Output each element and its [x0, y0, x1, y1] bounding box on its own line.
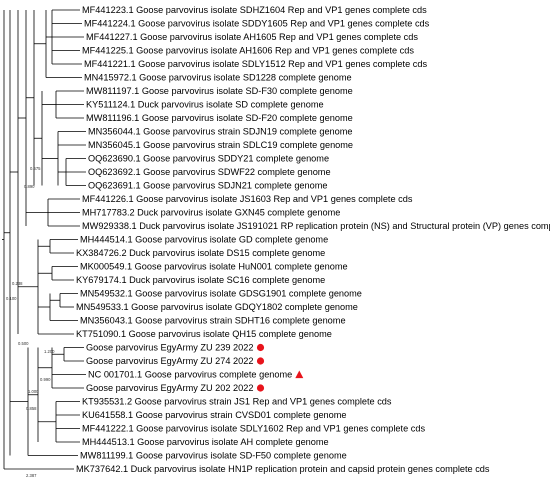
leaf-label: MH444514.1 Goose parvovirus isolate GD c… — [80, 235, 328, 245]
leaf-markers — [256, 343, 304, 392]
support-value: 0.890 — [24, 184, 35, 189]
leaf-label: MN549532.1 Goose parvovirus isolate GDSG… — [80, 289, 362, 299]
leaf-label: KX384726.2 Duck parvovirus isolate DS15 … — [76, 248, 325, 258]
leaf-label: MH717783.2 Duck parvovirus isolate GXN45… — [82, 208, 340, 218]
leaf-label: MF441227.1 Goose parvovirus isolate AH16… — [86, 32, 418, 42]
support-values: 0.675 0.890 0.238 0.100 0.500 1.000 0.990 0.858… — [6, 166, 55, 478]
leaf-label: KY511124.1 Duck parvovirus isolate SD co… — [86, 100, 324, 110]
leaf-label: KT751090.1 Goose parvovirus isolate QH15… — [76, 329, 332, 339]
leaf-label: MN549533.1 Goose parvovirus isolate GDQY… — [76, 302, 358, 312]
leaf-labels: MF441223.1 Goose parvovirus isolate SDHZ… — [76, 5, 550, 474]
leaf-label: MW811197.1 Goose parvovirus isolate SD-F… — [86, 86, 353, 96]
leaf-label: MW929338.1 Duck parvovirus isolate JS191… — [82, 221, 550, 231]
leaf-label: MN356044.1 Goose parvovirus strain SDJN1… — [88, 127, 353, 137]
tree-branches — [2, 9, 86, 470]
red-circle-marker-icon — [256, 357, 265, 365]
leaf-label: MW811196.1 Goose parvovirus isolate SD-F… — [86, 113, 353, 123]
leaf-label: MN415972.1 Goose parvovirus isolate SD12… — [84, 73, 352, 83]
leaf-label: Goose parvovirus EgyArmy ZU 274 2022 — [86, 356, 254, 366]
leaf-label: MK000549.1 Goose parvovirus isolate HuN0… — [80, 262, 348, 272]
leaf-label: MH444513.1 Goose parvovirus isolate AH c… — [82, 437, 329, 447]
leaf-label: OQ623691.1 Goose parvovirus SDJN21 compl… — [88, 181, 328, 191]
red-triangle-marker-icon — [295, 370, 304, 379]
leaf-label: MF441222.1 Goose parvovirus isolate SDLY… — [82, 424, 425, 434]
support-value: 1.000 — [28, 389, 39, 394]
leaf-label: NC 001701.1 Goose parvovirus complete ge… — [88, 370, 292, 380]
leaf-label: MF441224.1 Goose parvovirus isolate SDDY… — [84, 19, 430, 29]
leaf-label: MF441221.1 Goose parvovirus isolate SDLY… — [84, 59, 427, 69]
leaf-label: MF441225.1 Goose parvovirus isolate AH16… — [82, 46, 414, 56]
support-value: 0.858 — [26, 406, 37, 411]
support-value: 0.990 — [40, 377, 51, 382]
leaf-label: MN356043.1 Goose parvovirus strain SDHT1… — [80, 316, 346, 326]
support-value: 0.238 — [12, 281, 23, 286]
support-value: 2.387 — [26, 473, 37, 478]
support-value: 0.100 — [6, 296, 17, 301]
leaf-label: Goose parvovirus EgyArmy ZU 202 2022 — [86, 383, 254, 393]
leaf-label: MN356045.1 Goose parvovirus strain SDLC1… — [88, 140, 353, 150]
leaf-label: OQ623692.1 Goose parvovirus SDWF22 compl… — [88, 167, 331, 177]
leaf-label: KT935531.2 Goose parvovirus strain JS1 R… — [82, 397, 392, 407]
red-circle-marker-icon — [256, 343, 265, 352]
leaf-label: MF441223.1 Goose parvovirus isolate SDHZ… — [82, 5, 427, 15]
leaf-label: MW811199.1 Goose parvovirus isolate SD-F… — [80, 451, 347, 461]
leaf-label: OQ623690.1 Goose parvovirus SDDY21 compl… — [88, 154, 329, 164]
support-value: 0.500 — [18, 341, 29, 346]
red-circle-marker-icon — [256, 384, 265, 392]
leaf-label: MK737642.1 Duck parvovirus isolate HN1P … — [76, 464, 490, 474]
support-value: 0.675 — [30, 166, 41, 171]
leaf-label: KY679174.1 Duck parvovirus isolate SC16 … — [76, 275, 325, 285]
leaf-label: MF441226.1 Goose parvovirus isolate JS16… — [82, 194, 413, 204]
support-value: 1.200 — [44, 349, 55, 354]
leaf-label: KU641558.1 Goose parvovirus strain CVSD0… — [82, 410, 347, 420]
leaf-label: Goose parvovirus EgyArmy ZU 239 2022 — [86, 343, 254, 353]
